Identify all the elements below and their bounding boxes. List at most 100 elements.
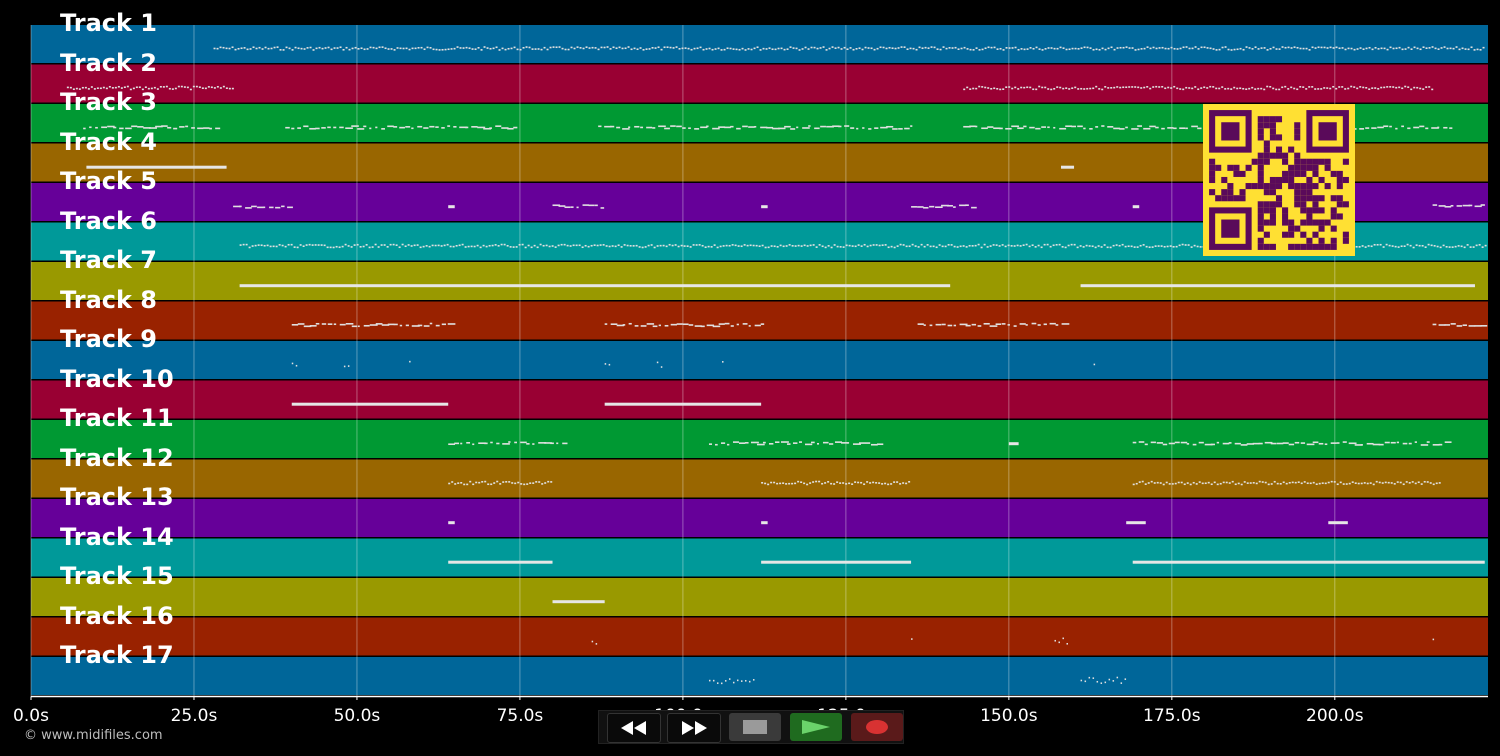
note bbox=[1035, 88, 1038, 91]
note bbox=[368, 246, 371, 249]
note bbox=[466, 442, 471, 444]
note bbox=[302, 245, 305, 248]
rewind-button[interactable] bbox=[607, 713, 661, 743]
note bbox=[321, 323, 327, 325]
note bbox=[610, 323, 618, 325]
note bbox=[1209, 47, 1212, 50]
note bbox=[1355, 245, 1358, 248]
note bbox=[125, 127, 132, 130]
note bbox=[947, 324, 953, 327]
note bbox=[864, 46, 867, 49]
track-row-14[interactable] bbox=[31, 538, 1488, 577]
note bbox=[705, 48, 708, 50]
note bbox=[876, 47, 879, 50]
track-row-17[interactable] bbox=[31, 657, 1488, 695]
note bbox=[1023, 86, 1026, 89]
note bbox=[857, 481, 860, 484]
note bbox=[1219, 482, 1222, 485]
note bbox=[1383, 125, 1389, 128]
note bbox=[971, 323, 977, 326]
track-row-15[interactable] bbox=[31, 578, 1488, 616]
track-row-11[interactable] bbox=[31, 420, 1488, 458]
note bbox=[477, 126, 486, 129]
note bbox=[1011, 125, 1019, 128]
track-row-13[interactable] bbox=[31, 499, 1488, 537]
note bbox=[1020, 48, 1023, 50]
note bbox=[792, 47, 795, 49]
note bbox=[742, 323, 748, 325]
note bbox=[192, 85, 195, 88]
time-tick-label: 150.0s bbox=[980, 706, 1038, 726]
note bbox=[800, 481, 803, 484]
note bbox=[1432, 444, 1440, 446]
note bbox=[1173, 85, 1176, 88]
note bbox=[708, 679, 711, 682]
note bbox=[732, 441, 739, 443]
note bbox=[914, 245, 917, 247]
note bbox=[308, 243, 311, 246]
stop-icon bbox=[743, 720, 767, 734]
note bbox=[507, 127, 514, 130]
track-row-16[interactable] bbox=[31, 617, 1488, 656]
note bbox=[1215, 49, 1218, 51]
track-row-7[interactable] bbox=[31, 262, 1488, 300]
note bbox=[237, 47, 240, 50]
note bbox=[213, 87, 216, 89]
note bbox=[532, 482, 535, 484]
note bbox=[736, 323, 739, 326]
note bbox=[395, 244, 398, 246]
note bbox=[1164, 47, 1167, 50]
note bbox=[228, 87, 231, 90]
note bbox=[712, 325, 721, 328]
note bbox=[569, 245, 572, 247]
note bbox=[114, 86, 117, 89]
note bbox=[1191, 87, 1194, 90]
note bbox=[696, 47, 699, 50]
note bbox=[590, 244, 593, 247]
note bbox=[582, 47, 585, 50]
note bbox=[535, 481, 538, 483]
note bbox=[1397, 246, 1400, 248]
note bbox=[1165, 481, 1168, 484]
stop-button[interactable] bbox=[729, 713, 781, 741]
note bbox=[714, 48, 717, 50]
note bbox=[1473, 49, 1476, 51]
note bbox=[228, 47, 231, 50]
track-row-10[interactable] bbox=[31, 380, 1488, 419]
note bbox=[1359, 86, 1362, 88]
track-row-2[interactable] bbox=[31, 64, 1488, 103]
fast-forward-button[interactable] bbox=[667, 713, 721, 743]
note-group-track-11 bbox=[708, 441, 884, 446]
note bbox=[984, 86, 987, 89]
note bbox=[839, 246, 842, 248]
track-row-12[interactable] bbox=[31, 459, 1488, 498]
note bbox=[1408, 442, 1412, 445]
note bbox=[996, 88, 999, 90]
note bbox=[698, 244, 701, 246]
note bbox=[1055, 243, 1058, 246]
note bbox=[90, 86, 93, 88]
note bbox=[1088, 676, 1091, 679]
note bbox=[1044, 48, 1047, 50]
note bbox=[862, 127, 865, 129]
note bbox=[263, 244, 266, 247]
note bbox=[1461, 47, 1464, 50]
play-button[interactable] bbox=[790, 713, 842, 741]
transport-bar bbox=[598, 710, 904, 744]
note bbox=[598, 125, 602, 128]
note bbox=[1095, 126, 1099, 128]
record-button[interactable] bbox=[851, 713, 903, 741]
track-row-9[interactable] bbox=[31, 341, 1488, 379]
note bbox=[826, 125, 834, 128]
note bbox=[939, 48, 942, 51]
note bbox=[505, 481, 508, 483]
note bbox=[381, 46, 384, 48]
track-row-8[interactable] bbox=[31, 301, 1488, 340]
note bbox=[558, 46, 561, 48]
note bbox=[1444, 324, 1451, 326]
note bbox=[550, 481, 553, 483]
note bbox=[784, 125, 791, 128]
note bbox=[615, 47, 618, 50]
track-row-1[interactable] bbox=[31, 25, 1488, 63]
note bbox=[1438, 205, 1446, 207]
